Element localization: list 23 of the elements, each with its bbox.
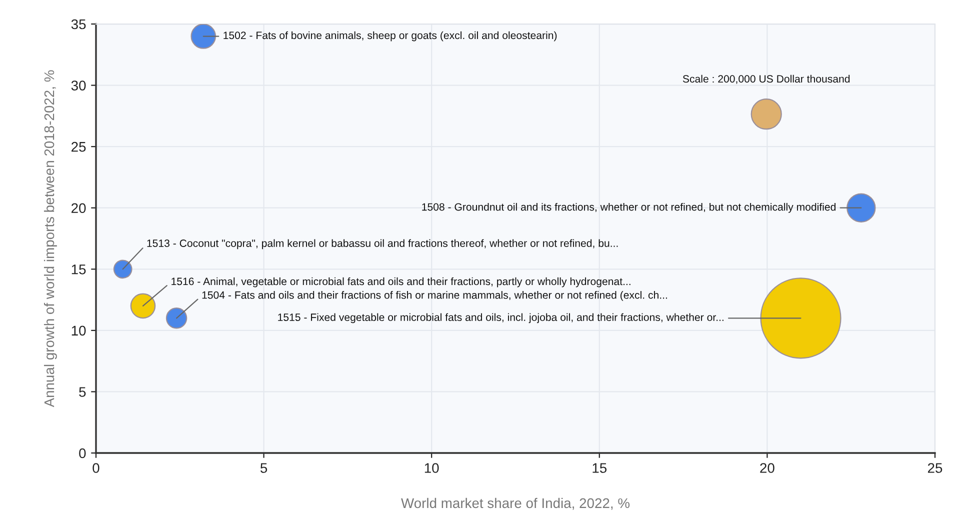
x-tick-label: 25 <box>928 463 942 473</box>
x-tick-label: 15 <box>592 463 607 473</box>
y-tick-label: 15 <box>72 264 86 274</box>
y-tick-label: 30 <box>71 80 86 90</box>
x-axis-title: World market share of India, 2022, % <box>401 498 630 510</box>
legend-label: Scale : 200,000 US Dollar thousand <box>682 74 850 84</box>
y-tick-label: 35 <box>71 19 86 30</box>
y-tick-label: 25 <box>72 142 86 152</box>
x-tick-label: 5 <box>260 463 268 473</box>
x-tick-label: 0 <box>92 463 100 473</box>
y-tick-label: 10 <box>72 326 86 336</box>
x-tick-label: 20 <box>760 463 774 473</box>
y-tick-label: 20 <box>72 203 86 214</box>
annotation: 1513 - Coconut "copra", palm kernel or babassu oil and fractions thereof, whether or not refined, bu... <box>147 239 618 250</box>
x-tick-label: 10 <box>424 463 439 473</box>
annotation: 1515 - Fixed vegetable or microbial fats and oils, incl. jojoba oil, and their fractions, whether or... <box>278 313 724 324</box>
annotation: 1516 - Animal, vegetable or microbial fats and oils and their fractions, partly or wholly hydrogenat... <box>172 277 630 288</box>
annotation: 1508 - Groundnut oil and its fractions, whether or not refined, but not chemically modified <box>422 202 836 213</box>
y-tick-label: 0 <box>79 448 86 458</box>
y-tick-label: 5 <box>79 387 86 397</box>
y-axis-title: Annual growth of world imports between 2018-2022, % <box>44 70 57 408</box>
annotation: 1504 - Fats and oils and their fractions of fish or marine mammals, whether or not refined (excl. ch... <box>202 291 667 301</box>
annotation: 1502 - Fats of bovine animals, sheep or goats (excl. oil and oleostearin) <box>224 31 557 42</box>
